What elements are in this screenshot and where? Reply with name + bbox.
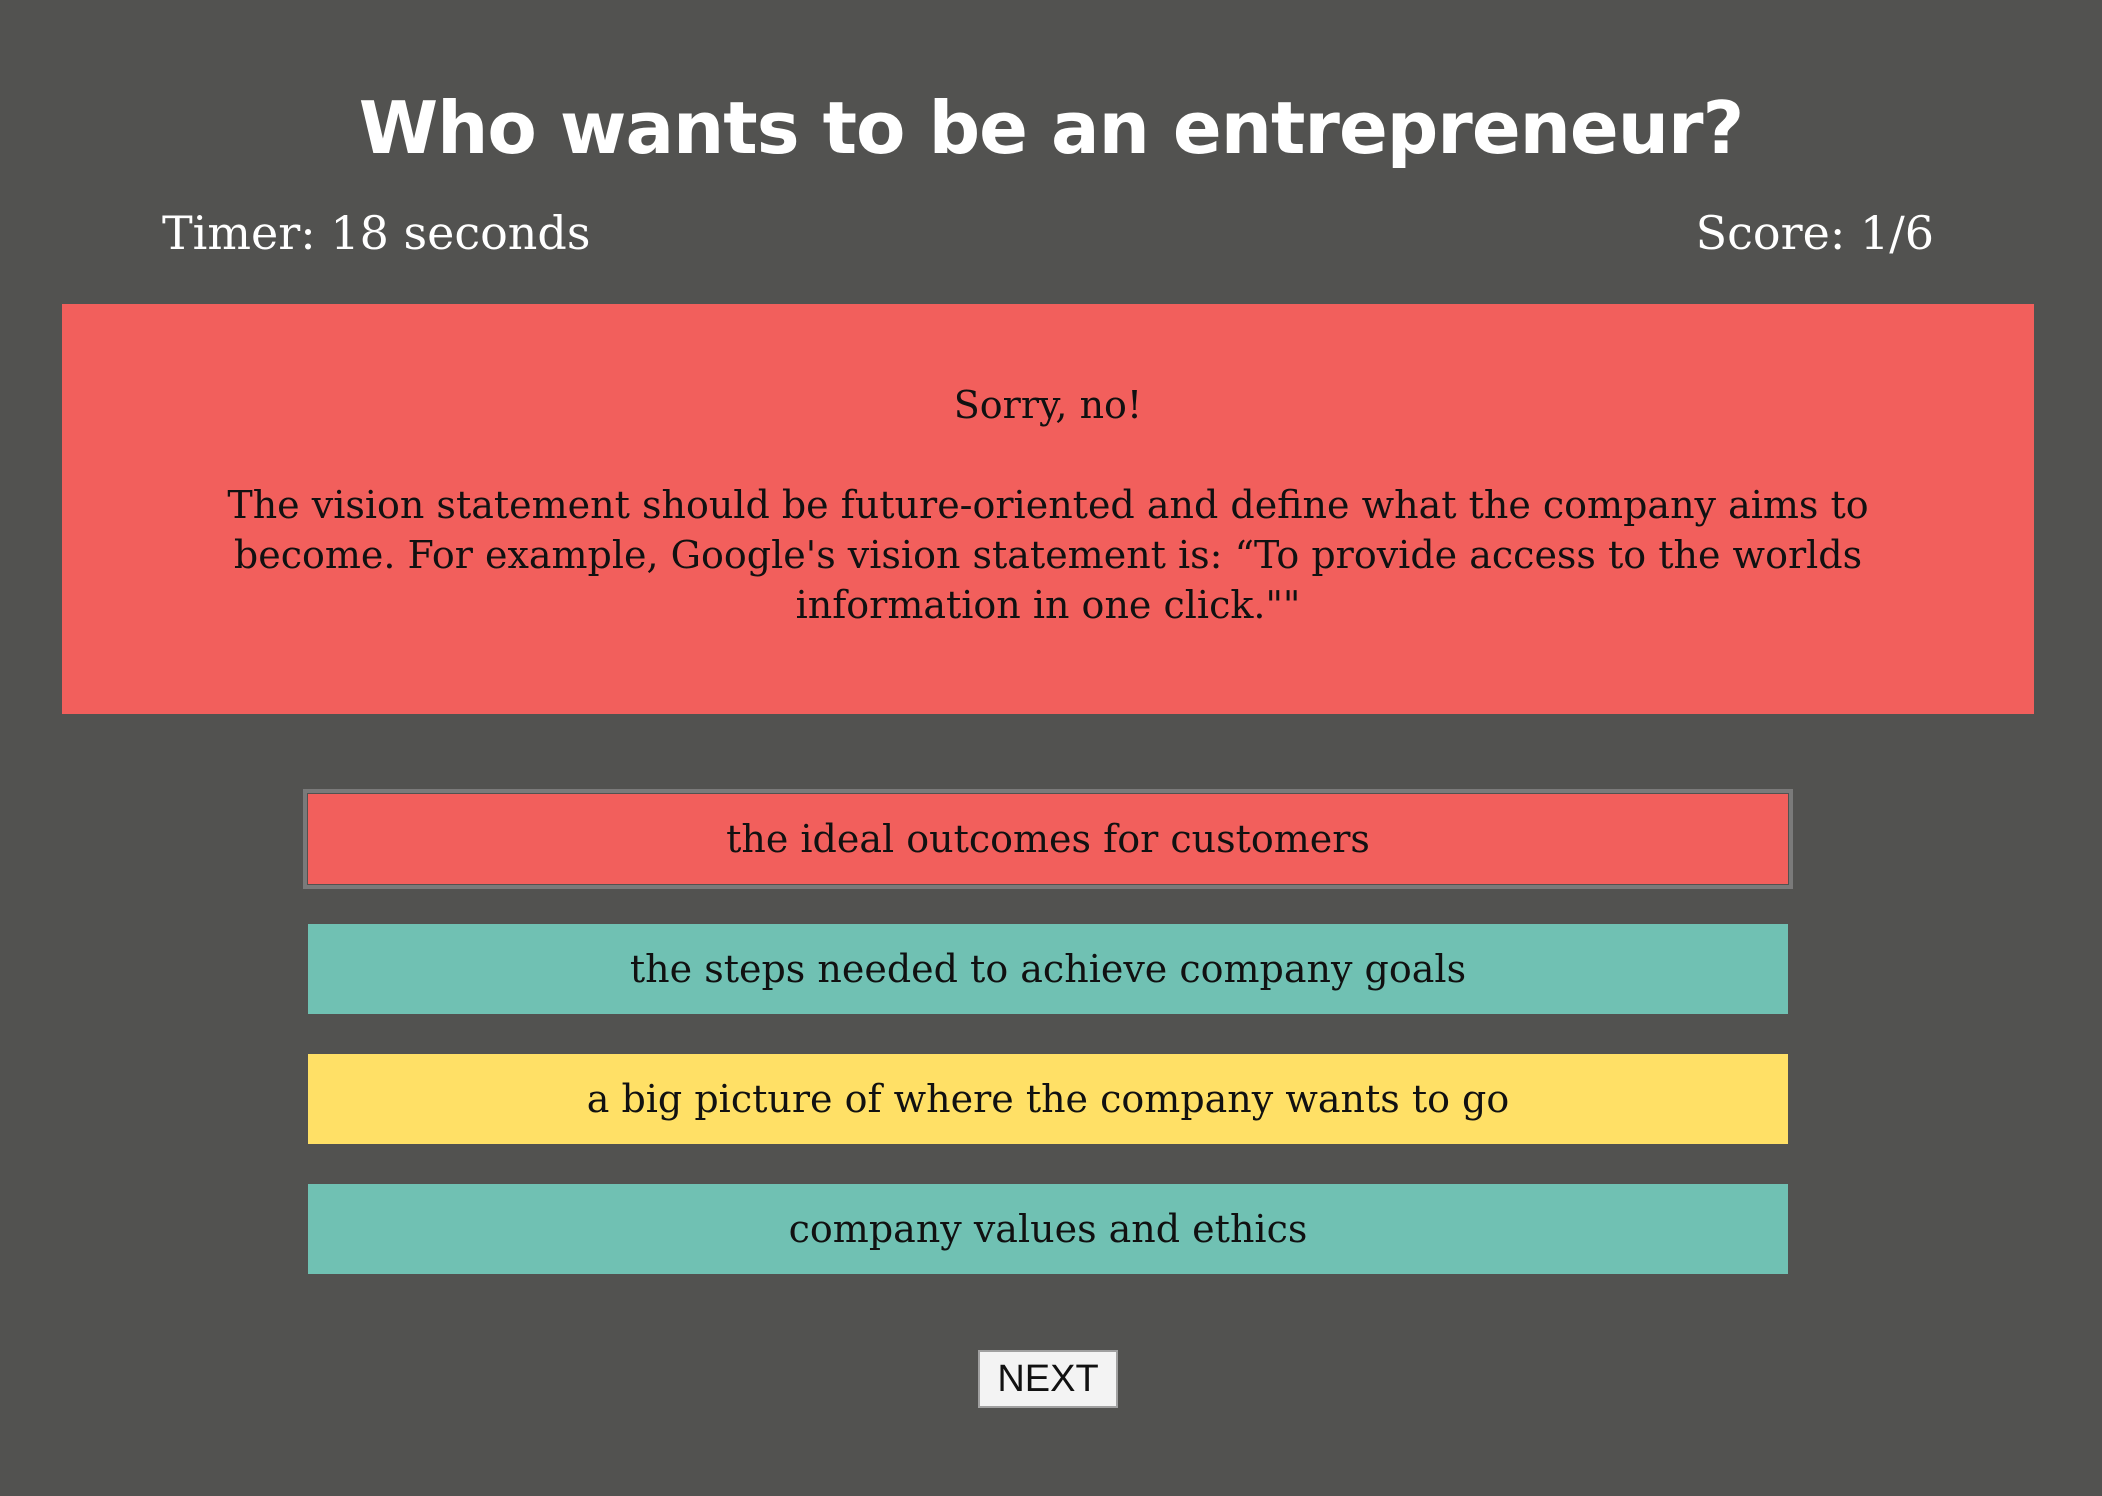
score-display: Score: 1/6 <box>1695 206 1934 260</box>
answer-option-2[interactable]: the steps needed to achieve company goal… <box>308 924 1788 1014</box>
feedback-headline: Sorry, no! <box>953 383 1143 427</box>
answer-option-4[interactable]: company values and ethics <box>308 1184 1788 1274</box>
feedback-explanation: The vision statement should be future-or… <box>227 483 1869 627</box>
timer-display: Timer: 18 seconds <box>162 206 591 260</box>
page-title: Who wants to be an entrepreneur? <box>358 86 1745 171</box>
next-button[interactable]: NEXT <box>978 1350 1118 1408</box>
answer-option-1[interactable]: the ideal outcomes for customers <box>303 789 1793 889</box>
answer-option-3[interactable]: a big picture of where the company wants… <box>308 1054 1788 1144</box>
feedback-panel: Sorry, no! The vision statement should b… <box>62 304 2034 714</box>
